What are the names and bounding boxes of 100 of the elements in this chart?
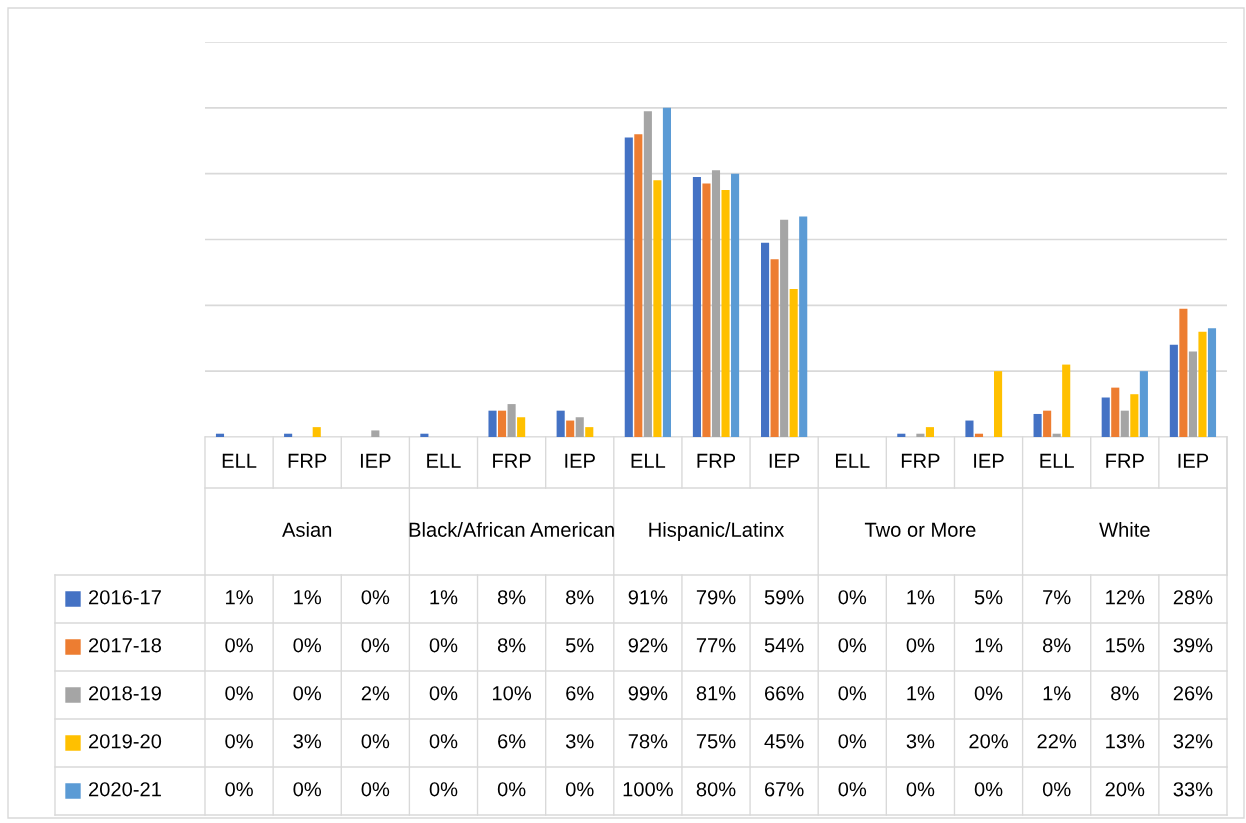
data-label: 66% bbox=[765, 686, 804, 701]
bar bbox=[799, 216, 808, 437]
data-label: 1% bbox=[1043, 686, 1071, 701]
data-label: 1% bbox=[975, 638, 1003, 653]
data-label: 54% bbox=[764, 638, 804, 653]
bar bbox=[312, 427, 321, 437]
x-tick-label: IEP bbox=[565, 453, 595, 468]
bar bbox=[721, 190, 730, 437]
data-label: 59% bbox=[764, 590, 804, 605]
bar bbox=[994, 371, 1003, 437]
bar bbox=[507, 404, 516, 437]
bar bbox=[1179, 308, 1188, 437]
x-tick-label: FRP bbox=[697, 453, 736, 468]
data-label: 0% bbox=[225, 686, 253, 701]
x-tick-label: ELL bbox=[427, 453, 461, 468]
data-label: 5% bbox=[565, 638, 594, 653]
data-label: 13% bbox=[1106, 734, 1145, 749]
data-label: 8% bbox=[566, 590, 594, 605]
bar bbox=[1130, 394, 1139, 437]
bar bbox=[925, 427, 934, 437]
data-label: 0% bbox=[974, 782, 1003, 797]
data-label: 0% bbox=[565, 782, 594, 797]
data-label: 26% bbox=[1173, 686, 1213, 701]
bar bbox=[1198, 331, 1207, 437]
data-label: 10% bbox=[492, 686, 532, 701]
x-tick-label: IEP bbox=[1178, 453, 1209, 468]
legend-label: 2019-20 bbox=[89, 734, 162, 749]
data-label: 79% bbox=[696, 590, 736, 605]
bar bbox=[653, 180, 662, 437]
data-label: 0% bbox=[1042, 782, 1071, 797]
bar bbox=[1101, 397, 1110, 437]
bar bbox=[566, 420, 575, 437]
text: Two or More bbox=[864, 522, 976, 537]
data-label: 0% bbox=[838, 734, 867, 749]
data-label: 12% bbox=[1106, 590, 1145, 605]
data-label: 0% bbox=[429, 734, 458, 749]
bar bbox=[1169, 344, 1178, 437]
data-label: 2% bbox=[361, 686, 390, 701]
data-label: 0% bbox=[361, 734, 390, 749]
data-label: 1% bbox=[294, 590, 322, 605]
data-label: 1% bbox=[226, 590, 253, 605]
data-label: 8% bbox=[497, 590, 526, 605]
data-label: 3% bbox=[565, 734, 594, 749]
data-label: 7% bbox=[1043, 590, 1071, 605]
x-tick-label: FRP bbox=[493, 453, 531, 468]
data-label: 0% bbox=[293, 686, 322, 701]
bar bbox=[1062, 364, 1071, 437]
bar bbox=[575, 417, 584, 437]
bar bbox=[1111, 387, 1120, 437]
data-label: 99% bbox=[628, 686, 668, 701]
x-tick-label: ELL bbox=[836, 453, 870, 468]
data-label: 80% bbox=[696, 782, 736, 797]
bar bbox=[556, 410, 565, 437]
bar bbox=[770, 259, 779, 437]
data-label: 0% bbox=[429, 638, 458, 653]
x-tick-label: FRP bbox=[901, 453, 940, 468]
data-label: 0% bbox=[361, 782, 390, 797]
bar bbox=[965, 420, 974, 437]
x-tick-label: ELL bbox=[222, 453, 257, 468]
data-label: 0% bbox=[838, 782, 867, 797]
data-label: 6% bbox=[566, 686, 594, 701]
text: White bbox=[1099, 522, 1150, 537]
data-label: 0% bbox=[906, 638, 935, 653]
data-label: 0% bbox=[225, 734, 253, 749]
data-label: 20% bbox=[1105, 782, 1145, 797]
x-tick-label: IEP bbox=[974, 453, 1004, 468]
bar bbox=[761, 242, 770, 437]
bar bbox=[1188, 351, 1197, 437]
data-label: 33% bbox=[1173, 782, 1213, 797]
bar bbox=[780, 219, 789, 437]
bar bbox=[371, 430, 380, 437]
data-label: 0% bbox=[838, 686, 867, 701]
bar bbox=[1120, 410, 1129, 437]
data-label: 1% bbox=[907, 686, 935, 701]
data-label: 0% bbox=[906, 782, 935, 797]
bar bbox=[702, 183, 711, 437]
x-tick-label: ELL bbox=[1040, 453, 1074, 468]
data-label: 91% bbox=[628, 590, 668, 605]
data-label: 0% bbox=[361, 590, 390, 605]
bar bbox=[498, 410, 507, 437]
data-label: 67% bbox=[765, 782, 804, 797]
text: Black/African American bbox=[409, 522, 614, 537]
bar bbox=[662, 107, 671, 437]
data-label: 75% bbox=[696, 734, 736, 749]
bar bbox=[643, 111, 652, 437]
bar bbox=[731, 173, 740, 437]
data-label: 3% bbox=[906, 734, 935, 749]
data-label: 0% bbox=[429, 782, 458, 797]
bar bbox=[711, 170, 721, 437]
bar bbox=[624, 137, 633, 437]
legend-label: 2018-19 bbox=[89, 686, 161, 701]
data-label: 28% bbox=[1173, 590, 1213, 605]
data-label: 15% bbox=[1106, 638, 1145, 653]
data-label: 1% bbox=[907, 590, 935, 605]
data-label: 0% bbox=[838, 590, 867, 605]
data-label: 0% bbox=[293, 782, 322, 797]
bar bbox=[585, 427, 594, 437]
data-label: 0% bbox=[361, 638, 390, 653]
bar bbox=[789, 288, 798, 437]
bar bbox=[634, 134, 643, 437]
